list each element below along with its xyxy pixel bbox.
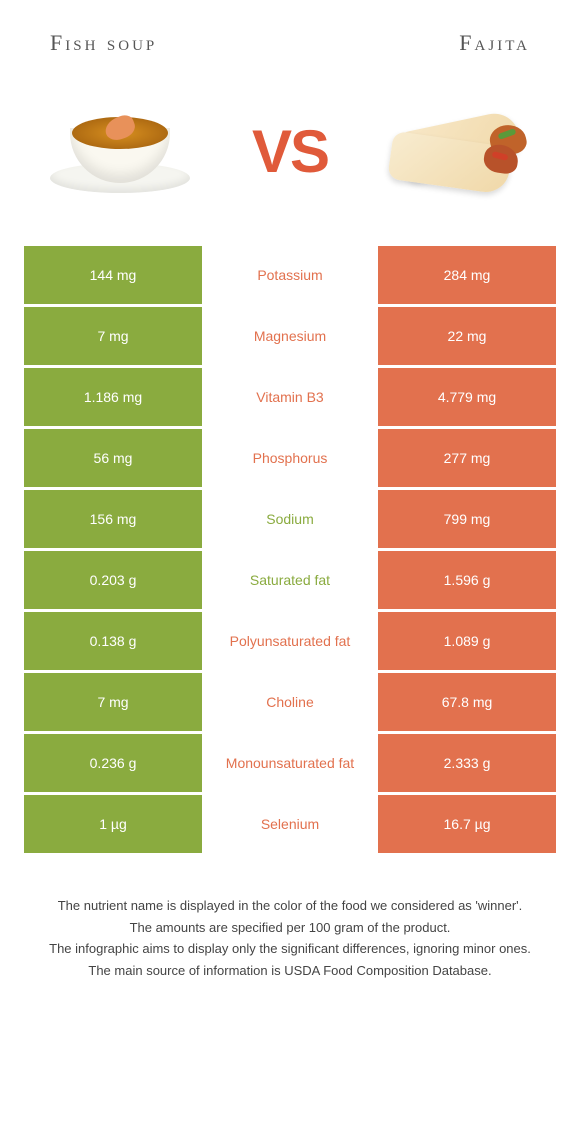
left-value: 0.236 g xyxy=(24,734,202,792)
nutrient-label: Vitamin B3 xyxy=(202,368,378,426)
hero-row: VS xyxy=(0,76,580,246)
table-row: 0.236 gMonounsaturated fat2.333 g xyxy=(24,734,556,792)
left-value: 7 mg xyxy=(24,673,202,731)
left-value: 56 mg xyxy=(24,429,202,487)
left-value: 0.203 g xyxy=(24,551,202,609)
left-value: 144 mg xyxy=(24,246,202,304)
fajita-icon xyxy=(380,101,540,201)
vs-label: VS xyxy=(252,117,328,186)
right-value: 284 mg xyxy=(378,246,556,304)
right-value: 799 mg xyxy=(378,490,556,548)
left-value: 1.186 mg xyxy=(24,368,202,426)
left-value: 0.138 g xyxy=(24,612,202,670)
nutrient-label: Choline xyxy=(202,673,378,731)
footnote-line: The main source of information is USDA F… xyxy=(30,961,550,981)
nutrient-table: 144 mgPotassium284 mg7 mgMagnesium22 mg1… xyxy=(0,246,580,853)
left-food-image xyxy=(40,96,200,206)
left-value: 156 mg xyxy=(24,490,202,548)
header: Fish soup Fajita xyxy=(0,0,580,76)
left-food-title: Fish soup xyxy=(50,30,157,56)
nutrient-label: Monounsaturated fat xyxy=(202,734,378,792)
left-value: 7 mg xyxy=(24,307,202,365)
table-row: 7 mgMagnesium22 mg xyxy=(24,307,556,365)
right-value: 1.596 g xyxy=(378,551,556,609)
fish-soup-icon xyxy=(50,101,190,201)
table-row: 144 mgPotassium284 mg xyxy=(24,246,556,304)
nutrient-label: Magnesium xyxy=(202,307,378,365)
footnote-line: The nutrient name is displayed in the co… xyxy=(30,896,550,916)
left-value: 1 µg xyxy=(24,795,202,853)
right-food-title: Fajita xyxy=(459,30,530,56)
footnote-line: The infographic aims to display only the… xyxy=(30,939,550,959)
table-row: 156 mgSodium799 mg xyxy=(24,490,556,548)
right-value: 1.089 g xyxy=(378,612,556,670)
right-value: 2.333 g xyxy=(378,734,556,792)
footnote-line: The amounts are specified per 100 gram o… xyxy=(30,918,550,938)
right-value: 4.779 mg xyxy=(378,368,556,426)
right-value: 16.7 µg xyxy=(378,795,556,853)
nutrient-label: Phosphorus xyxy=(202,429,378,487)
table-row: 1.186 mgVitamin B34.779 mg xyxy=(24,368,556,426)
footnotes: The nutrient name is displayed in the co… xyxy=(0,856,580,1002)
nutrient-label: Selenium xyxy=(202,795,378,853)
table-row: 1 µgSelenium16.7 µg xyxy=(24,795,556,853)
nutrient-label: Potassium xyxy=(202,246,378,304)
table-row: 0.138 gPolyunsaturated fat1.089 g xyxy=(24,612,556,670)
nutrient-label: Saturated fat xyxy=(202,551,378,609)
right-value: 22 mg xyxy=(378,307,556,365)
table-row: 7 mgCholine67.8 mg xyxy=(24,673,556,731)
table-row: 56 mgPhosphorus277 mg xyxy=(24,429,556,487)
right-value: 277 mg xyxy=(378,429,556,487)
right-value: 67.8 mg xyxy=(378,673,556,731)
table-row: 0.203 gSaturated fat1.596 g xyxy=(24,551,556,609)
right-food-image xyxy=(380,96,540,206)
nutrient-label: Sodium xyxy=(202,490,378,548)
nutrient-label: Polyunsaturated fat xyxy=(202,612,378,670)
